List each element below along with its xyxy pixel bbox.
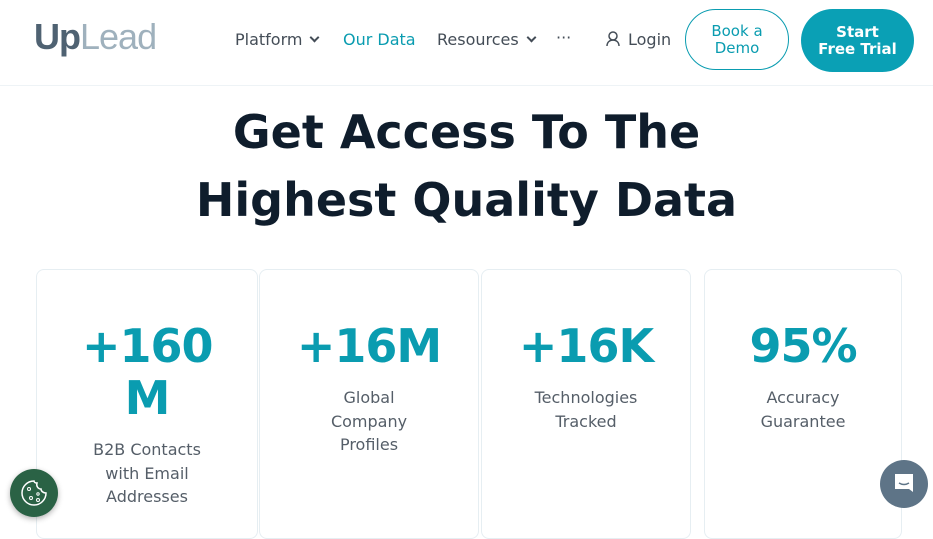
stat-value: +160 M [82, 319, 214, 425]
chat-launcher-button[interactable] [880, 460, 928, 508]
stat-label: B2B Contacts with Email Addresses [93, 440, 201, 506]
cookie-settings-button[interactable] [10, 469, 58, 517]
login-label: Login [628, 30, 672, 49]
nav-label: Resources [437, 30, 519, 49]
uplead-logo[interactable]: UpLead [34, 16, 157, 57]
stat-value: +16M [296, 319, 442, 373]
title-line: Highest Quality Data [195, 173, 738, 227]
login-link[interactable]: Login [606, 30, 671, 49]
stat-label: Technologies Tracked [534, 388, 638, 431]
stat-value: +16K [518, 319, 654, 373]
nav-platform[interactable]: Platform [235, 30, 320, 49]
cookie-icon [21, 480, 47, 506]
site-header: UpLead Platform Our Data Resources ··· L… [0, 0, 933, 86]
chat-icon [895, 474, 913, 492]
title-line: Get Access To The [232, 105, 701, 159]
stat-card: 95% Accuracy Guarantee [704, 269, 902, 539]
chevron-down-icon [310, 32, 320, 43]
user-icon [606, 31, 620, 47]
stat-value: 95% [749, 319, 857, 373]
button-label: Start [836, 22, 879, 41]
nav-label: Platform [235, 30, 303, 49]
chevron-down-icon [526, 32, 537, 43]
button-label: Book a [711, 21, 763, 40]
stat-card: +16K Technologies Tracked [481, 269, 691, 539]
stat-label: Accuracy Guarantee [760, 388, 846, 431]
button-label: Free Trial [818, 39, 897, 58]
button-label: Demo [714, 38, 760, 57]
hero-title: Get Access To The Highest Quality Data [0, 98, 933, 234]
stat-card: +16M Global Company Profiles [259, 269, 479, 539]
stat-card: +160 M B2B Contacts with Email Addresses [36, 269, 258, 539]
nav-resources[interactable]: Resources [437, 30, 537, 49]
book-demo-button[interactable]: Book a Demo [685, 9, 789, 70]
start-free-trial-button[interactable]: Start Free Trial [801, 9, 914, 72]
nav-more[interactable]: ··· [556, 28, 572, 47]
nav-our-data[interactable]: Our Data [343, 30, 416, 49]
stat-label: Global Company Profiles [330, 388, 408, 454]
